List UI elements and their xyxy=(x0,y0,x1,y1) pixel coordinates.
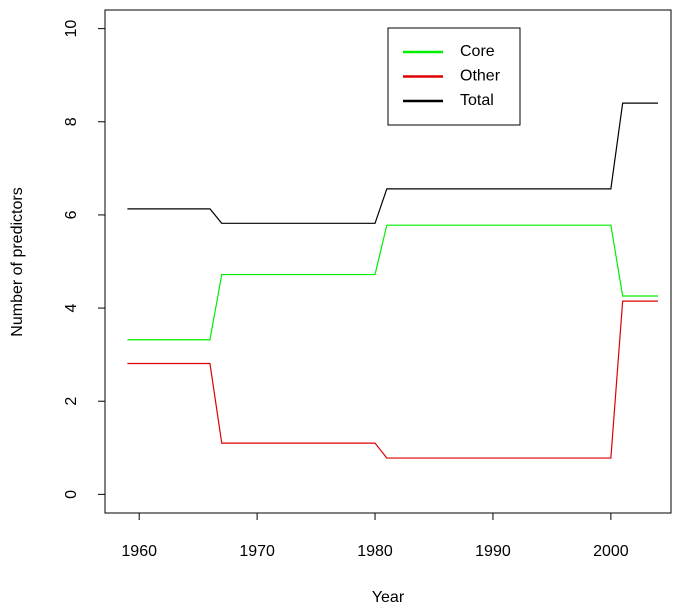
y-tick-label: 10 xyxy=(63,20,80,38)
x-tick-label: 2000 xyxy=(593,543,629,560)
y-tick-label: 8 xyxy=(63,117,80,126)
x-axis-label: Year xyxy=(372,589,405,606)
y-tick-label: 2 xyxy=(63,397,80,406)
legend-label: Total xyxy=(460,92,494,109)
x-tick-label: 1990 xyxy=(475,543,511,560)
y-tick-label: 4 xyxy=(63,304,80,313)
x-tick-label: 1970 xyxy=(239,543,275,560)
legend-label: Core xyxy=(460,43,495,60)
series-line xyxy=(127,300,659,459)
series-line xyxy=(127,224,659,341)
legend-label: Other xyxy=(460,68,501,85)
x-tick-label: 1980 xyxy=(357,543,393,560)
series-line xyxy=(127,102,659,224)
y-axis-label: Number of predictors xyxy=(9,187,26,336)
y-tick-label: 6 xyxy=(63,210,80,219)
y-tick-label: 0 xyxy=(63,490,80,499)
x-tick-label: 1960 xyxy=(121,543,157,560)
